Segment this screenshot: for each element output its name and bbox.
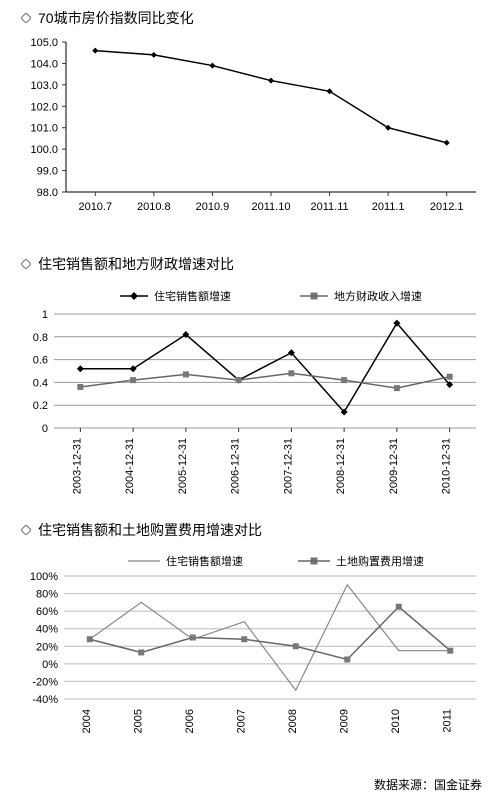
svg-text:住宅销售额增速: 住宅销售额增速: [154, 289, 231, 303]
bullet-icon: [20, 258, 32, 270]
svg-text:105.0: 105.0: [30, 37, 58, 49]
svg-text:0%: 0%: [42, 659, 58, 671]
chart-1-plot: 98.0 99.0 100.0 101.0 102.0 103.0 104.0 105.0 20…: [14, 32, 486, 242]
svg-text:2009: 2009: [338, 709, 350, 733]
svg-text:2010-12-31: 2010-12-31: [441, 438, 453, 494]
chart-3-title-row: 住宅销售额和土地购置费用增速对比: [20, 520, 486, 540]
svg-text:2009-12-31: 2009-12-31: [388, 438, 400, 494]
svg-text:2010: 2010: [390, 709, 402, 733]
svg-text:2007: 2007: [235, 709, 247, 733]
svg-text:2010.9: 2010.9: [196, 201, 230, 213]
svg-text:2012.1: 2012.1: [430, 201, 464, 213]
svg-text:2011: 2011: [441, 709, 453, 733]
svg-text:0.2: 0.2: [33, 400, 48, 412]
chart-1-title: 70城市房价指数同比变化: [38, 8, 194, 28]
svg-text:地方财政收入增速: 地方财政收入增速: [334, 289, 422, 303]
chart-2-title-row: 住宅销售额和地方财政增速对比: [20, 254, 486, 274]
bullet-icon: [20, 524, 32, 536]
chart-2-title: 住宅销售额和地方财政增速对比: [38, 254, 234, 274]
svg-text:2011.1: 2011.1: [372, 201, 405, 213]
svg-text:20%: 20%: [36, 641, 58, 653]
svg-text:2004: 2004: [81, 709, 93, 733]
svg-text:40%: 40%: [36, 624, 58, 636]
svg-text:99.0: 99.0: [37, 166, 58, 178]
svg-text:103.0: 103.0: [30, 80, 58, 92]
svg-text:2005: 2005: [132, 709, 144, 733]
svg-text:-20%: -20%: [32, 676, 58, 688]
svg-text:土地购置费用增速: 土地购置费用增速: [336, 554, 424, 568]
svg-text:0.8: 0.8: [33, 332, 48, 344]
svg-text:0: 0: [42, 423, 48, 435]
chart-1: 70城市房价指数同比变化 98.0 99.0 100.0 101.0 102.0 103.…: [14, 8, 486, 242]
svg-text:2008-12-31: 2008-12-31: [335, 438, 347, 494]
data-source: 数据来源：国金证券: [0, 776, 482, 793]
svg-text:101.0: 101.0: [30, 123, 58, 135]
svg-text:2006: 2006: [184, 709, 196, 733]
chart-1-title-row: 70城市房价指数同比变化: [20, 8, 486, 28]
svg-text:104.0: 104.0: [30, 58, 58, 70]
svg-text:住宅销售额增速: 住宅销售额增速: [166, 554, 243, 568]
svg-text:2006-12-31: 2006-12-31: [230, 438, 242, 494]
chart-2-plot: 0 0.2 0.4 0.6 0.8 1 2003-12-31 2004-12-31 2005-1…: [14, 278, 486, 508]
chart-3: 住宅销售额和土地购置费用增速对比 -40% -20% 0% 20% 40% 60% 80% 1…: [14, 520, 486, 764]
chart-2: 住宅销售额和地方财政增速对比 0 0.2 0.4 0.6 0.8 1 2003-12-31 2…: [14, 254, 486, 508]
svg-text:80%: 80%: [36, 589, 58, 601]
chart-3-plot: -40% -20% 0% 20% 40% 60% 80% 100% 2004 2005 2006 20…: [14, 544, 486, 764]
svg-text:2011.10: 2011.10: [252, 201, 291, 213]
svg-text:2003-12-31: 2003-12-31: [71, 438, 83, 494]
svg-text:0.4: 0.4: [33, 377, 48, 389]
svg-text:100.0: 100.0: [30, 144, 58, 156]
svg-text:102.0: 102.0: [30, 101, 58, 113]
svg-text:2004-12-31: 2004-12-31: [124, 438, 136, 494]
svg-text:2010.7: 2010.7: [78, 201, 112, 213]
svg-text:60%: 60%: [36, 606, 58, 618]
svg-text:0.6: 0.6: [33, 355, 48, 367]
svg-text:1: 1: [42, 309, 48, 321]
svg-text:2008: 2008: [287, 709, 299, 733]
svg-text:2007-12-31: 2007-12-31: [282, 438, 294, 494]
svg-text:2011.11: 2011.11: [311, 201, 349, 213]
svg-text:100%: 100%: [30, 571, 58, 583]
svg-text:2010.8: 2010.8: [137, 201, 171, 213]
chart-3-title: 住宅销售额和土地购置费用增速对比: [38, 520, 262, 540]
bullet-icon: [20, 12, 32, 24]
svg-text:-40%: -40%: [32, 694, 58, 706]
svg-text:98.0: 98.0: [37, 187, 58, 199]
svg-text:2005-12-31: 2005-12-31: [177, 438, 189, 494]
